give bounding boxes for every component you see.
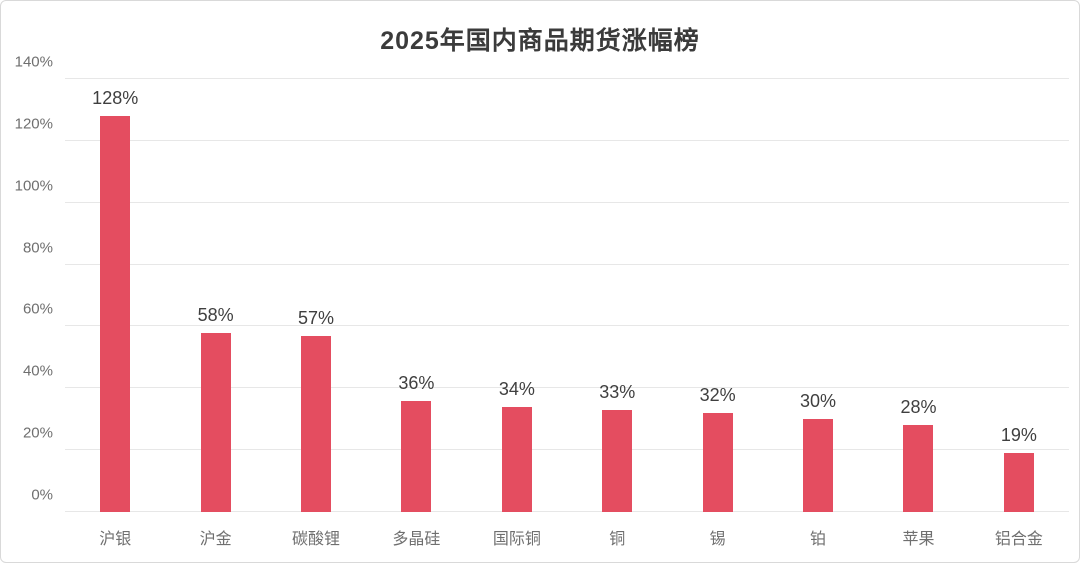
- x-category-label: 铝合金: [994, 531, 1043, 548]
- x-category-label: 苹果: [902, 531, 935, 548]
- y-tick-label: 120%: [14, 115, 53, 133]
- y-tick-label: 0%: [31, 486, 53, 504]
- bars-layer: 128% 沪银 58% 沪金 57% 碳酸锂 36% 多晶硅 34% 国际铜 33% 铜 32% 锡 30%…: [65, 79, 1069, 548]
- bar-group-铝合金: 19% 铝合金: [969, 79, 1069, 548]
- bar-group-铂: 30% 铂: [768, 79, 868, 548]
- gridline-0%: [65, 511, 1069, 512]
- gridline-60%: [65, 325, 1069, 327]
- x-category-label: 锡: [709, 531, 726, 548]
- y-tick-label: 100%: [14, 177, 53, 195]
- data-label: 32%: [699, 385, 736, 406]
- x-category-label: 铜: [609, 531, 626, 548]
- gridline-40%: [65, 387, 1069, 389]
- bar-group-沪银: 128% 沪银: [65, 79, 165, 548]
- plot-area: 0% 20% 40% 60% 80% 100% 120% 140% 128% 沪银 58% 沪金 57…: [15, 54, 1069, 548]
- bar-group-锡: 32% 锡: [667, 79, 767, 548]
- data-label: 28%: [900, 397, 937, 418]
- y-tick-label: 20%: [22, 424, 53, 442]
- bar: [100, 116, 131, 512]
- chart-title: 2025年国内商品期货涨幅榜: [380, 27, 700, 55]
- gridline-100%: [65, 201, 1069, 203]
- x-category-label: 铂: [810, 531, 827, 548]
- bar: [602, 409, 633, 512]
- bar: [301, 335, 332, 512]
- gridline-20%: [65, 449, 1069, 451]
- bar: [702, 413, 733, 512]
- bar: [803, 419, 834, 512]
- y-tick-label: 80%: [22, 239, 53, 257]
- bar: [903, 425, 934, 512]
- bar-group-苹果: 28% 苹果: [868, 79, 968, 548]
- y-tick-label: 40%: [22, 362, 53, 380]
- data-label: 34%: [498, 378, 535, 399]
- y-tick-label: 60%: [22, 300, 53, 318]
- data-label: 128%: [92, 88, 139, 109]
- bar-group-多晶硅: 36% 多晶硅: [366, 79, 466, 548]
- gridline-120%: [65, 139, 1069, 141]
- bar-group-碳酸锂: 57% 碳酸锂: [266, 79, 366, 548]
- data-label: 30%: [800, 391, 837, 412]
- x-category-label: 碳酸锂: [292, 531, 341, 548]
- bar-group-沪金: 58% 沪金: [165, 79, 265, 548]
- x-category-label: 沪银: [99, 531, 132, 548]
- bar: [200, 332, 231, 512]
- data-label: 33%: [599, 381, 636, 402]
- gridline-140%: [65, 78, 1069, 79]
- x-category-label: 沪金: [199, 531, 232, 548]
- data-label: 57%: [298, 307, 335, 328]
- gridline-80%: [65, 263, 1069, 265]
- bar: [401, 400, 432, 512]
- y-tick-label: 140%: [14, 53, 53, 71]
- data-label: 58%: [197, 304, 234, 325]
- data-label: 19%: [1000, 425, 1037, 446]
- x-category-label: 国际铜: [492, 531, 541, 548]
- bar-group-国际铜: 34% 国际铜: [467, 79, 567, 548]
- bar-group-铜: 33% 铜: [567, 79, 667, 548]
- bar: [1003, 453, 1034, 512]
- x-category-label: 多晶硅: [392, 531, 441, 548]
- bar: [501, 406, 532, 512]
- data-label: 36%: [398, 372, 435, 393]
